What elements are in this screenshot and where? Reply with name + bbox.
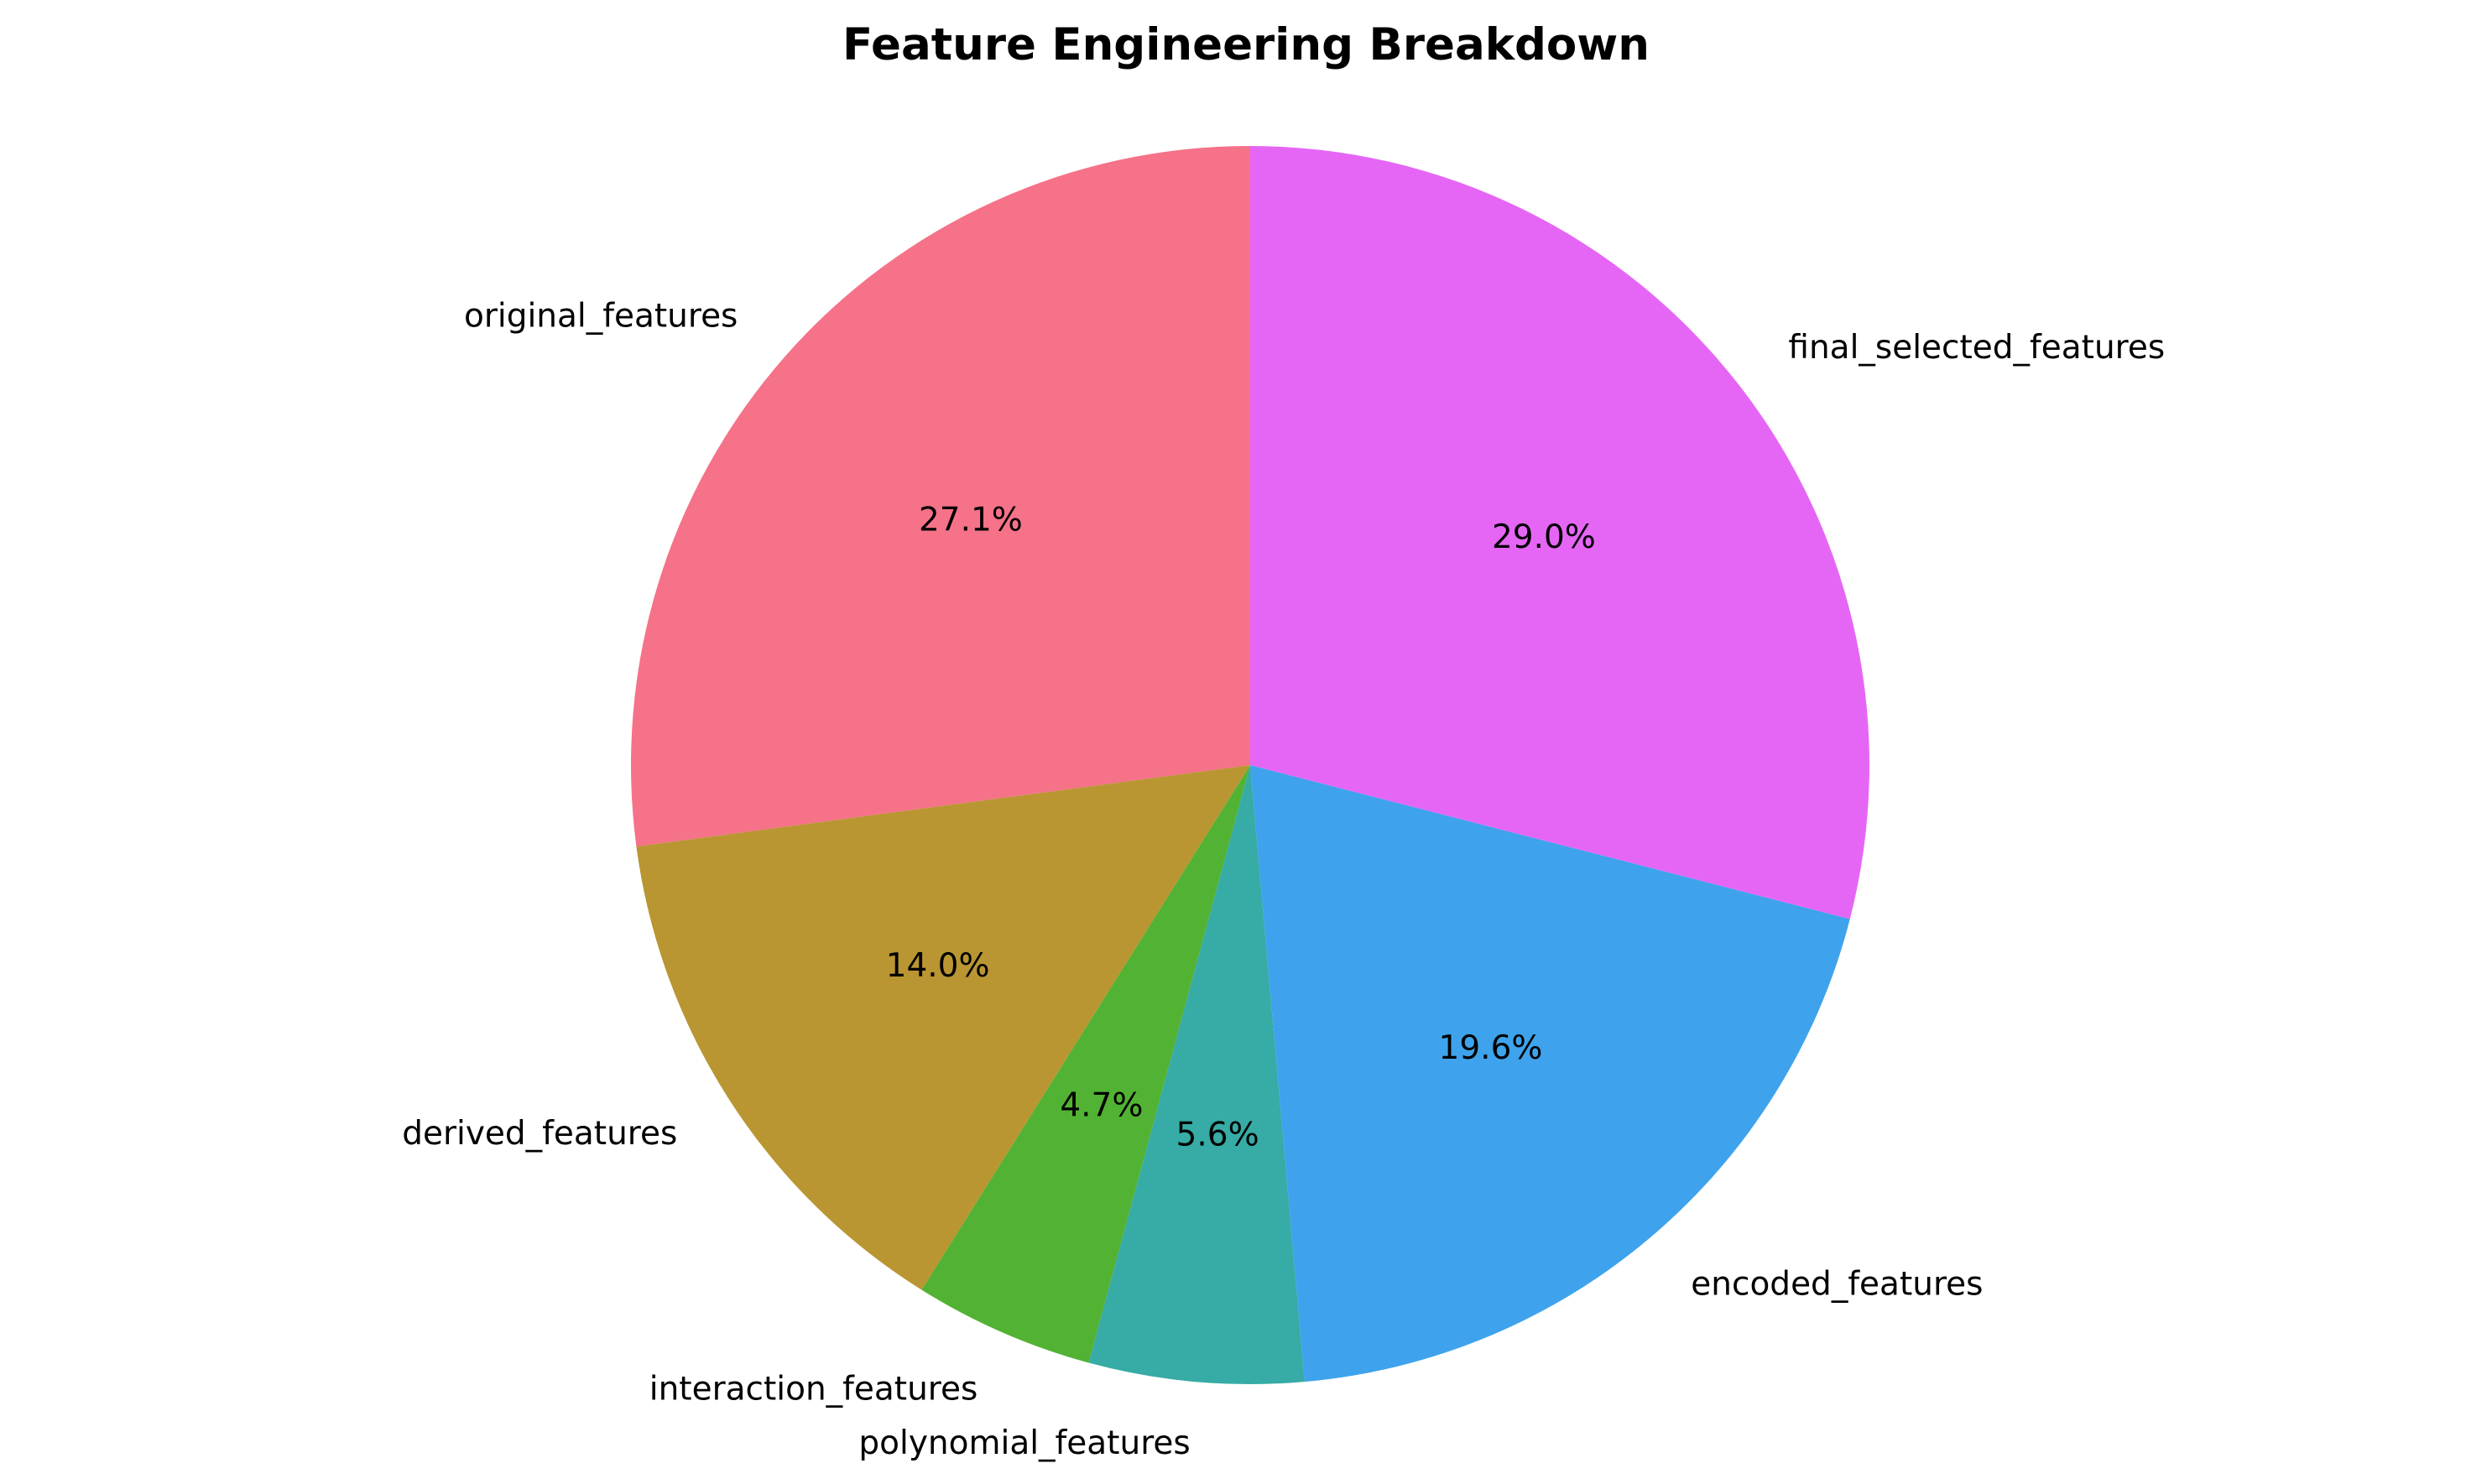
slice-label-original-features: original_features — [464, 298, 738, 336]
slice-percent-encoded-features: 19.6% — [1439, 1029, 1543, 1067]
slice-label-interaction-features: interaction_features — [649, 1371, 978, 1408]
slice-percent-interaction-features: 4.7% — [1060, 1086, 1143, 1124]
slice-label-final-selected-features: final_selected_features — [1788, 329, 2165, 367]
pie-slice-polynomial-features — [1088, 765, 1305, 1385]
pie-slice-final-selected-features — [1250, 146, 1869, 919]
slice-percent-final-selected-features: 29.0% — [1492, 518, 1596, 556]
slice-percent-polynomial-features: 5.6% — [1176, 1117, 1259, 1154]
slice-percent-derived-features: 14.0% — [886, 947, 990, 985]
pie-slice-encoded-features — [1250, 765, 1850, 1382]
pie-slice-original-features — [630, 146, 1250, 847]
slice-percent-original-features: 27.1% — [919, 502, 1023, 539]
pie-slice-derived-features — [636, 765, 1250, 1290]
chart-title: Feature Engineering Breakdown — [842, 19, 1650, 70]
slice-label-encoded-features: encoded_features — [1691, 1266, 1983, 1304]
pie-slice-interaction-features — [921, 765, 1250, 1363]
pie-slices — [630, 146, 1869, 1385]
slice-label-polynomial-features: polynomial_features — [858, 1424, 1190, 1462]
pie-labels: original_features 27.1% derived_features 14… — [402, 298, 2165, 1463]
slice-label-derived-features: derived_features — [402, 1115, 677, 1153]
